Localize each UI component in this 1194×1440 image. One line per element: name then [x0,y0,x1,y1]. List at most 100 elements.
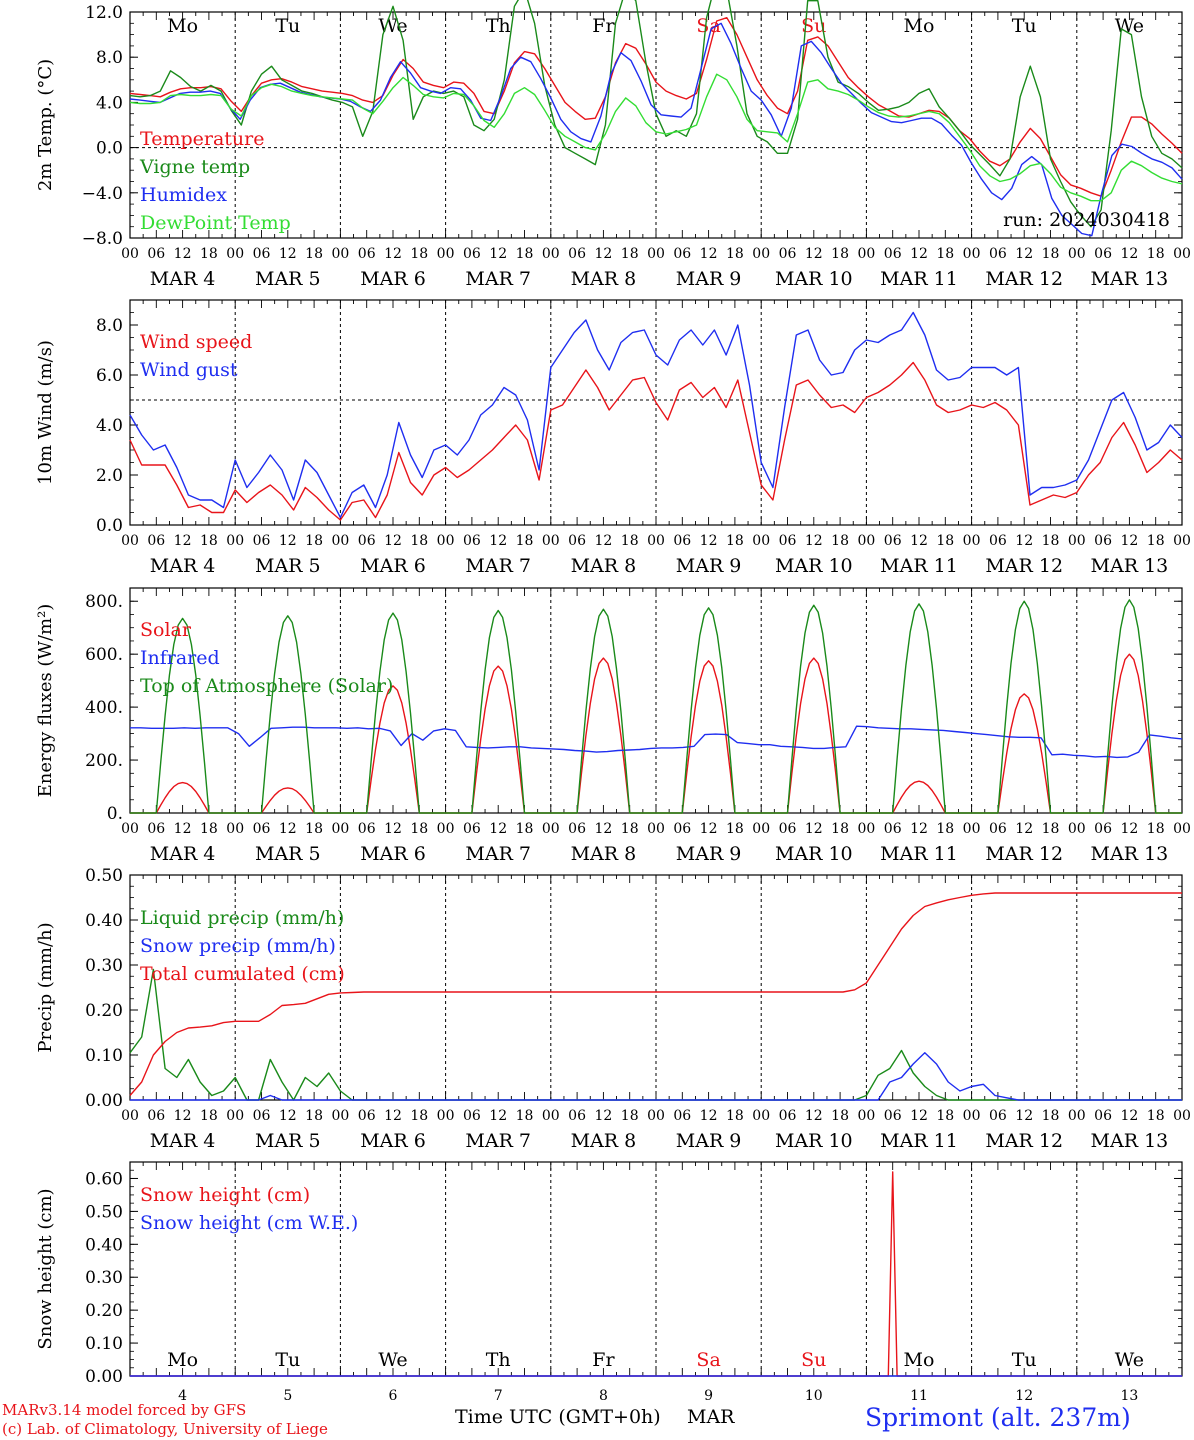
x-hour-label: 00 [226,246,244,262]
x-hour-label: 12 [1120,1108,1138,1124]
x-date-label: MAR 8 [571,1130,637,1152]
day-name-label: Th [486,1349,511,1371]
day-name-label: Th [486,15,511,37]
x-hour-label: 06 [989,821,1007,837]
x-date-label: MAR 13 [1091,268,1169,290]
x-hour-label: 12 [1015,246,1033,262]
y-tick-label: 0.0 [96,516,123,536]
x-hour-label: 06 [884,1108,902,1124]
x-day-number: 7 [494,1388,503,1404]
y-axis-label: 10m Wind (m/s) [35,340,56,485]
x-day-number: 13 [1120,1388,1138,1404]
x-date-label: MAR 6 [360,268,426,290]
x-hour-label: 18 [516,246,534,262]
x-hour-label: 12 [489,246,507,262]
x-date-label: MAR 5 [255,268,321,290]
x-hour-label: 06 [147,246,165,262]
x-date-label: MAR 9 [676,1130,742,1152]
x-hour-label: 06 [989,246,1007,262]
x-hour-label: 12 [384,1108,402,1124]
day-name-label: We [1115,15,1144,37]
legend-entry: Snow height (cm) [140,1184,310,1206]
x-hour-label: 06 [673,821,691,837]
day-name-label: We [378,1349,407,1371]
x-hour-label: 00 [857,533,875,549]
x-hour-label: 00 [647,1108,665,1124]
legend-entry: Wind gust [140,359,238,381]
x-hour-label: 12 [805,246,823,262]
x-hour-label: 06 [147,1108,165,1124]
x-date-label: MAR 11 [880,843,958,865]
x-hour-label: 18 [410,533,428,549]
x-date-label: MAR 12 [985,843,1063,865]
x-day-number: 8 [599,1388,608,1404]
y-tick-label: 0.10 [85,1334,123,1354]
x-hour-label: 18 [831,246,849,262]
x-hour-label: 12 [700,1108,718,1124]
x-hour-label: 06 [147,533,165,549]
x-hour-label: 12 [279,533,297,549]
x-hour-label: 00 [857,246,875,262]
y-tick-label: 0.40 [85,911,123,931]
y-tick-label: 0.60 [85,1169,123,1189]
x-hour-label: 12 [910,246,928,262]
run-annotation: run: 2024030418 [1003,209,1170,231]
y-tick-label: 0.50 [85,1202,123,1222]
x-hour-label: 06 [463,533,481,549]
x-hour-label: 18 [831,1108,849,1124]
x-date-label: MAR 12 [985,1130,1063,1152]
x-hour-label: 12 [910,533,928,549]
y-tick-label: −4.0 [82,184,123,204]
x-date-label: MAR 7 [465,555,531,577]
x-date-label: MAR 5 [255,1130,321,1152]
x-date-label: MAR 9 [676,843,742,865]
x-hour-label: 00 [1173,821,1191,837]
x-day-number: 6 [389,1388,398,1404]
x-date-label: MAR 8 [571,268,637,290]
day-name-label: Tu [275,1349,300,1371]
panel-3: 800. 600. 400. 200. 0. Energy fluxes (W/m²) 00… [35,587,1191,865]
x-hour-label: 00 [1068,1108,1086,1124]
x-hour-label: 06 [253,533,271,549]
x-day-number: 4 [178,1388,187,1404]
x-date-label: MAR 11 [880,555,958,577]
x-date-label: MAR 12 [985,555,1063,577]
x-hour-label: 00 [647,821,665,837]
x-hour-label: 12 [594,1108,612,1124]
x-hour-label: 18 [1042,533,1060,549]
x-hour-label: 00 [437,533,455,549]
series-line-snow-precip-mm-h- [130,1052,1182,1101]
legend-entry: Wind speed [140,331,252,353]
x-hour-label: 12 [1120,821,1138,837]
x-hour-label: 18 [1147,821,1165,837]
legend-entry: Snow height (cm W.E.) [140,1212,358,1234]
x-hour-label: 06 [1094,821,1112,837]
x-day-number: 5 [283,1388,292,1404]
x-hour-label: 12 [805,1108,823,1124]
x-date-label: MAR 4 [150,1130,216,1152]
day-name-label: Fr [592,15,615,37]
x-hour-label: 00 [331,246,349,262]
x-hour-label: 18 [410,1108,428,1124]
series-line-humidex [129,22,1183,237]
y-tick-label: 0.20 [85,1301,123,1321]
y-tick-label: 0.10 [85,1046,123,1066]
x-hour-label: 00 [1068,246,1086,262]
x-hour-label: 00 [1173,533,1191,549]
x-hour-label: 18 [410,246,428,262]
x-hour-label: 18 [621,821,639,837]
x-hour-label: 06 [779,533,797,549]
day-name-label: We [1115,1349,1144,1371]
legend-entry: Top of Atmosphere (Solar) [140,675,393,697]
x-hour-label: 18 [200,1108,218,1124]
y-tick-label: 0.00 [85,1091,123,1111]
x-hour-label: 06 [779,821,797,837]
series-line-vigne-temp [129,0,1183,228]
x-hour-label: 06 [779,1108,797,1124]
x-hour-label: 06 [568,533,586,549]
day-name-label: Mo [167,1349,198,1371]
x-hour-label: 00 [647,246,665,262]
legend-entry: DewPoint Temp [140,212,291,234]
x-hour-label: 18 [305,1108,323,1124]
y-tick-label: 0.50 [85,866,123,886]
